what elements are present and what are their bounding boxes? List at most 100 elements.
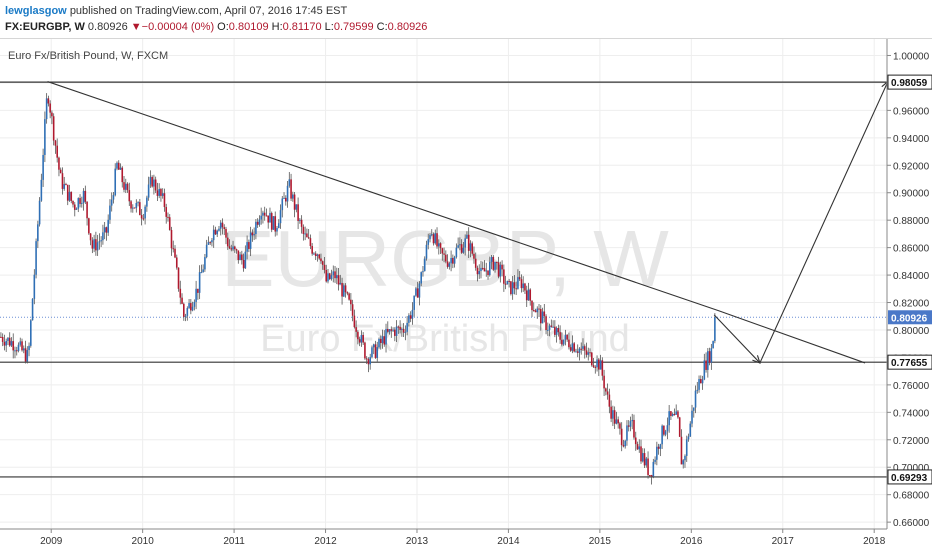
candle-body [84,190,87,202]
candle-body [14,350,16,352]
candle-body [241,254,243,260]
candle-body [330,275,333,280]
candle-body [633,419,635,438]
candle-body [325,270,328,282]
candle-body [388,329,391,332]
candle-body [33,274,36,299]
candle-body [21,341,23,351]
candle-body [492,256,495,270]
candle-body [673,413,676,415]
candle-body [313,253,315,255]
candle-body [365,358,368,360]
candle-body [641,453,644,462]
candle-body [348,293,350,300]
candle-body [225,228,227,238]
candle-body [91,240,94,249]
y-tick-label: 0.92000 [893,161,930,172]
candle-body [664,431,667,435]
candle-body [142,218,145,220]
candle-body [562,339,565,345]
candle-body [594,366,597,368]
candle-body [253,234,255,236]
candle-body [464,238,466,248]
candle-body [304,233,306,235]
candle-body [31,298,34,321]
candle-body [434,233,437,244]
y-tick-label: 0.90000 [893,189,930,200]
descending-trendline[interactable] [47,81,866,364]
candle-body [518,277,521,280]
candle-body [496,261,498,263]
candle-body [205,244,208,258]
candle-body [123,182,125,190]
candle-body [318,254,321,259]
candle-body [670,411,672,416]
chart-background [0,39,932,550]
candle-body [395,326,398,336]
x-axis[interactable]: 2009 2010 2011 2012 2013 2014 2015 2016 2017 2018 [40,529,886,547]
price-chart[interactable]: EURGBP, W Euro Fx/British Pound Euro Fx/… [0,39,932,550]
candle-body [283,197,285,199]
candle-body [140,215,143,219]
candle-body [547,329,549,331]
candle-body [425,244,428,259]
x-tick-label: 2009 [40,536,63,547]
candle-body [61,173,64,189]
level-badge-label: 0.98059 [891,78,928,89]
candle-body [88,218,90,234]
candle-body [364,342,366,359]
candle-body [506,280,509,285]
x-tick-label: 2013 [406,536,429,547]
candle-body [459,244,461,246]
candle-body [422,271,424,273]
candle-body [121,167,124,183]
candle-body [620,428,623,446]
candle-body [575,351,577,353]
candle-body [647,458,649,476]
horizontal-levels[interactable] [0,81,887,478]
candle-body [663,425,665,435]
watermark: EURGBP, W Euro Fx/British Pound [221,214,669,360]
candle-body [415,288,417,296]
candle-body [117,162,120,170]
candle-body [684,455,686,461]
candle-body [274,216,277,232]
candle-body [585,350,588,355]
candle-body [249,232,252,249]
candle-body [130,201,132,209]
candle-body [158,189,160,196]
candle-body [710,348,713,363]
candle-body [626,425,628,441]
candle-body [576,351,579,353]
candle-body [12,341,15,351]
candle-body [132,207,134,209]
high-label: H: [271,21,283,33]
candle-body [619,423,621,429]
candle-body [467,234,470,251]
candle-body [112,195,115,200]
candle-body [124,183,127,190]
candle-body [63,184,66,189]
candle-body [622,445,625,447]
y-tick-label: 0.94000 [893,134,930,145]
candle-body [631,419,634,422]
candle-body [183,303,185,317]
candle-body [146,197,148,207]
candle-body [42,154,44,180]
candle-body [320,258,322,262]
candle-body [411,309,414,319]
candle-body [524,283,526,291]
candle-body [587,352,590,355]
candle-body [168,217,171,230]
candle-body [177,267,180,289]
last-price-badge [888,310,932,325]
candle-body [569,347,572,351]
candle-body [49,103,51,113]
author-link[interactable]: lewglasgow [5,5,67,17]
candle-body [1,337,4,342]
x-tick-label: 2012 [314,536,337,547]
candle-body [471,243,473,254]
candle-body [432,234,435,244]
candle-body [564,334,567,340]
candle-body [559,332,561,340]
